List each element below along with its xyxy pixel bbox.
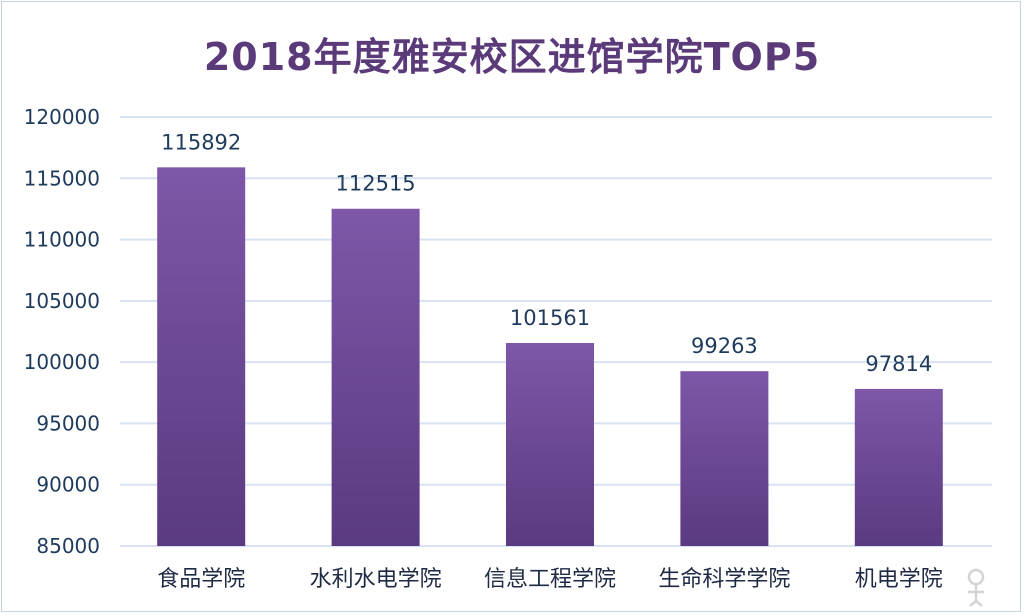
x-category-label: 水利水电学院: [310, 567, 442, 592]
x-category-label: 生命科学学院: [658, 567, 790, 592]
y-tick-label: 110000: [24, 228, 100, 252]
bars: [157, 167, 943, 546]
data-label: 99263: [691, 334, 758, 358]
chart-title: 2018年度雅安校区进馆学院TOP5: [203, 35, 821, 79]
y-axis-ticks: 120000 115000 110000 105000 100000 95000 90000…: [24, 105, 100, 558]
person-watermark-icon: [967, 568, 985, 607]
data-label: 97814: [865, 352, 932, 376]
bar: [854, 388, 943, 546]
bar: [680, 371, 769, 546]
y-tick-label: 115000: [24, 166, 100, 190]
y-tick-label: 85000: [36, 534, 100, 558]
x-category-label: 食品学院: [157, 567, 245, 592]
y-tick-label: 95000: [36, 411, 100, 435]
bar: [331, 208, 420, 546]
y-tick-label: 120000: [24, 105, 100, 129]
x-category-label: 信息工程学院: [484, 567, 616, 592]
bar: [157, 167, 246, 546]
y-tick-label: 90000: [36, 473, 100, 497]
bar: [506, 343, 594, 546]
data-labels: 115892 112515 101561 99263 97814: [161, 130, 932, 376]
data-label: 112515: [336, 172, 416, 196]
data-label: 115892: [161, 130, 241, 154]
x-category-label: 机电学院: [855, 567, 943, 592]
data-label: 101561: [510, 306, 590, 330]
x-axis-categories: 食品学院 水利水电学院 信息工程学院 生命科学学院 机电学院: [157, 567, 943, 592]
y-tick-label: 100000: [24, 350, 100, 374]
y-tick-label: 105000: [24, 289, 100, 313]
